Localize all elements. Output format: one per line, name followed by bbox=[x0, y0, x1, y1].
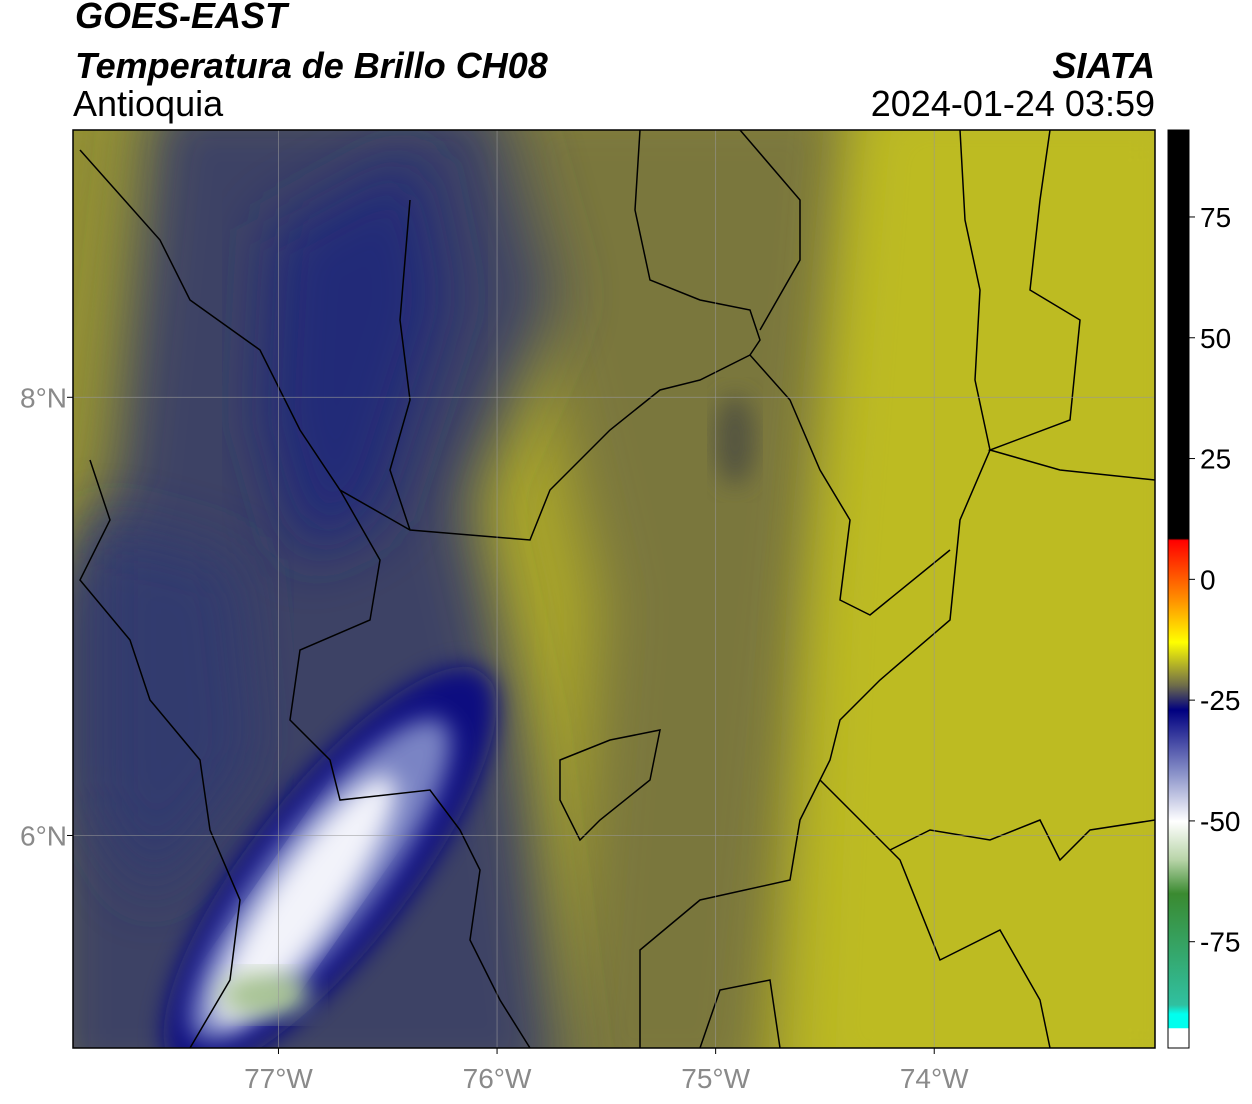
datetime: 2024-01-24 03:59 bbox=[871, 83, 1155, 124]
colorbar-tick-label: 25 bbox=[1200, 444, 1231, 475]
x-tick-label: 76°W bbox=[463, 1063, 532, 1094]
colorbar-tick-label: -75 bbox=[1200, 927, 1240, 958]
colorbar-tick-label: 0 bbox=[1200, 564, 1216, 595]
y-tick-label: 8°N bbox=[20, 382, 67, 413]
title: GOES-EAST bbox=[75, 0, 290, 36]
colorbar bbox=[1167, 129, 1190, 1049]
colorbar-tick-label: 50 bbox=[1200, 323, 1231, 354]
map-frame bbox=[72, 129, 1156, 1049]
colorbar-tick-label: -50 bbox=[1200, 806, 1240, 837]
colorbar-tick-label: -25 bbox=[1200, 685, 1240, 716]
x-tick-label: 77°W bbox=[244, 1063, 313, 1094]
x-tick-label: 75°W bbox=[681, 1063, 750, 1094]
region: Antioquia bbox=[73, 83, 224, 124]
y-tick-label: 6°N bbox=[20, 820, 67, 851]
subtitle: Temperatura de Brillo CH08 bbox=[75, 45, 548, 86]
boundaries bbox=[79, 130, 1155, 1048]
colorbar-tick-label: 75 bbox=[1200, 202, 1231, 233]
graticule bbox=[73, 130, 1155, 1048]
x-tick-label: 74°W bbox=[900, 1063, 969, 1094]
map-image bbox=[73, 130, 1155, 1048]
source: SIATA bbox=[1052, 45, 1155, 86]
